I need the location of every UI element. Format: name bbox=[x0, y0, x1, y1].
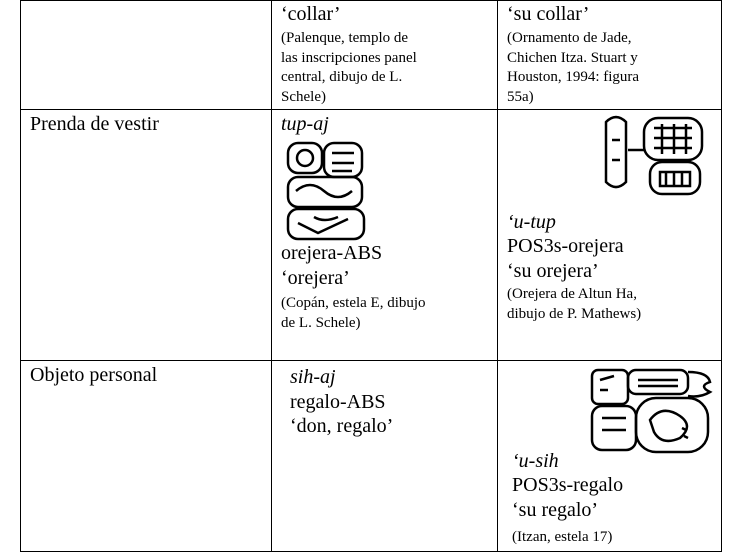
source: de L. Schele) bbox=[281, 314, 361, 331]
glyph bbox=[590, 368, 713, 454]
source: central, dibujo de L. bbox=[281, 69, 403, 85]
glyph bbox=[604, 115, 704, 196]
source: dibujo de P. Mathews) bbox=[507, 305, 642, 322]
source: las inscripciones panel bbox=[281, 49, 417, 66]
border bbox=[721, 0, 722, 552]
form: ‘u-tup bbox=[507, 211, 556, 233]
form: sih-aj bbox=[290, 366, 336, 388]
form: ‘u-sih bbox=[512, 450, 559, 472]
morph: regalo-ABS bbox=[290, 391, 386, 413]
border bbox=[20, 109, 722, 110]
source: 55a) bbox=[507, 88, 534, 105]
border bbox=[20, 360, 722, 361]
source: (Orejera de Altun Ha, bbox=[507, 286, 637, 302]
border bbox=[271, 0, 272, 552]
row-label: Prenda de vestir bbox=[30, 113, 159, 135]
source: (Ornamento de Jade, bbox=[507, 30, 632, 46]
source: Schele) bbox=[281, 88, 326, 105]
morph: POS3s-regalo bbox=[512, 474, 624, 496]
gloss: ‘su collar’ bbox=[507, 3, 590, 25]
source: (Palenque, templo de bbox=[281, 30, 409, 46]
glyph bbox=[286, 141, 366, 241]
morph: orejera-ABS bbox=[281, 242, 383, 264]
form: tup-aj bbox=[281, 113, 329, 135]
source: Houston, 1994: figura bbox=[507, 69, 640, 85]
border bbox=[20, 0, 21, 552]
source: Chichen Itza. Stuart y bbox=[507, 49, 638, 66]
morph: POS3s-orejera bbox=[507, 235, 624, 257]
source: (Copán, estela E, dibujo bbox=[281, 295, 426, 311]
row-label: Objeto personal bbox=[30, 364, 158, 386]
gloss: ‘su orejera’ bbox=[507, 260, 599, 282]
border bbox=[20, 0, 722, 1]
gloss: ‘orejera’ bbox=[281, 267, 350, 289]
gloss: ‘collar’ bbox=[281, 3, 341, 25]
gloss: ‘don, regalo’ bbox=[290, 415, 394, 437]
gloss: ‘su regalo’ bbox=[512, 499, 599, 521]
border bbox=[497, 0, 498, 552]
source: (Itzan, estela 17) bbox=[512, 529, 613, 545]
